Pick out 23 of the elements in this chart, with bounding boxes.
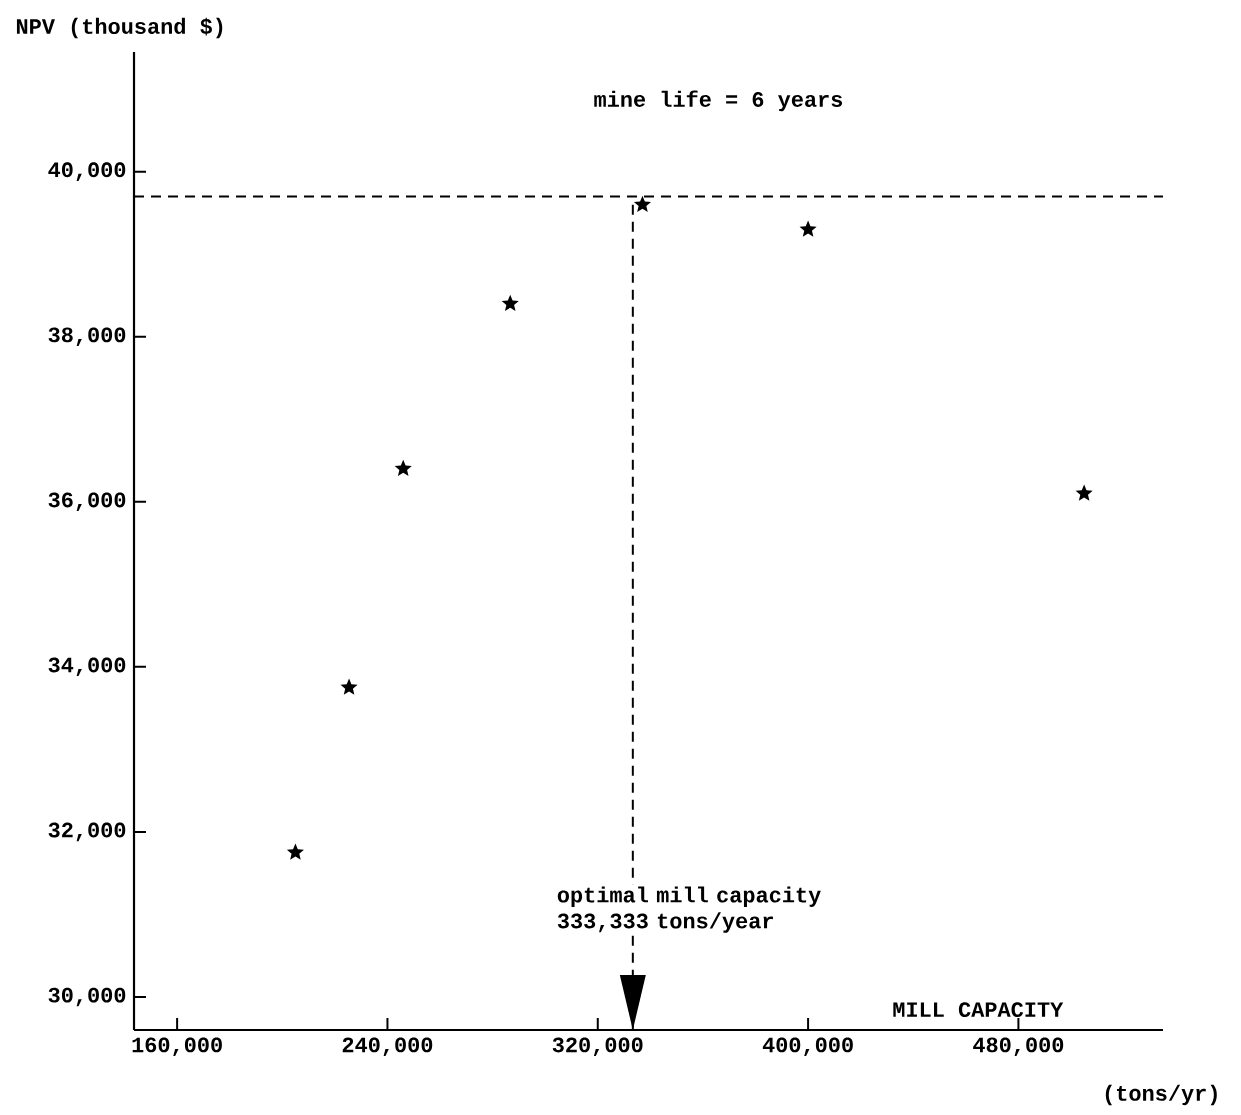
x-tick-label: 320,000 <box>552 1037 643 1057</box>
point <box>394 459 412 477</box>
y-tick-label: 40,000 <box>48 162 126 181</box>
ref-line-label: optimal mill capacity 333,333 tons/year <box>557 886 821 933</box>
text: (tons/yr) <box>1105 1084 1217 1106</box>
annotation: mine life = 6 years <box>594 90 843 112</box>
y-axis-title: NPV (thousand $) <box>16 17 223 39</box>
point <box>340 678 358 695</box>
y-tick-label: 32,000 <box>48 822 126 842</box>
x-tick-label: 240,000 <box>342 1037 433 1057</box>
point <box>501 294 519 311</box>
point <box>286 843 304 860</box>
y-tick-label: 30,000 <box>48 987 126 1007</box>
y-tick-label: 34,000 <box>48 657 126 677</box>
y-tick-label: 36,000 <box>48 492 126 512</box>
point <box>799 220 817 237</box>
x-tick-label: 480,000 <box>973 1037 1064 1057</box>
point <box>633 195 652 212</box>
y-tick-label: 38,000 <box>48 327 126 346</box>
x-tick-label: 400,000 <box>762 1037 853 1057</box>
x-axis-title: MILL CAPACITY <box>893 1002 1064 1018</box>
x-tick-label: 160,000 <box>132 1037 222 1057</box>
point <box>1075 484 1093 501</box>
